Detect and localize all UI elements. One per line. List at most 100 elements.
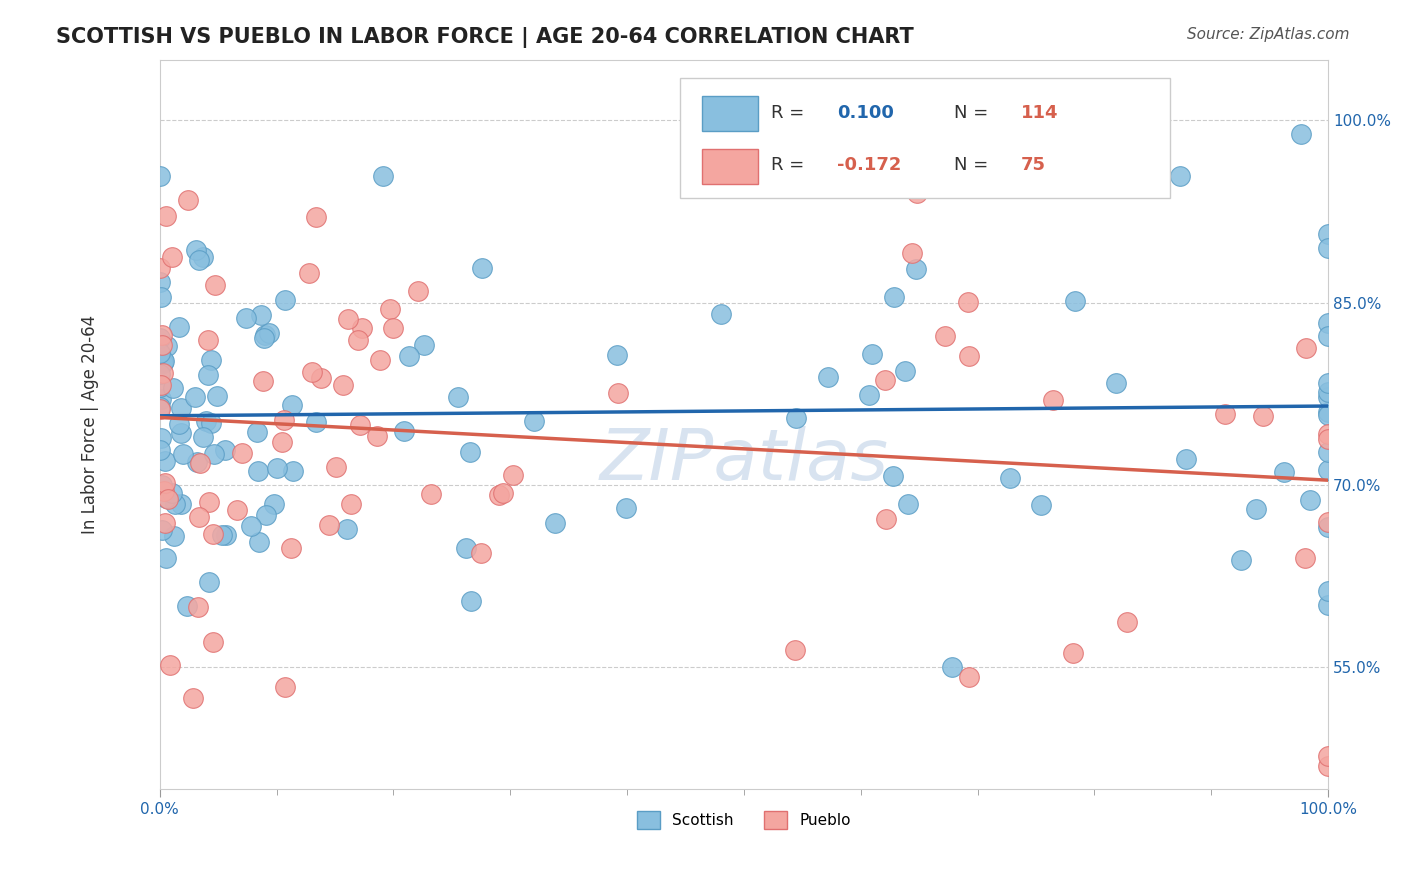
Text: R =: R = bbox=[770, 156, 810, 174]
Point bbox=[149, 402, 172, 417]
Point bbox=[894, 364, 917, 378]
Point bbox=[169, 401, 191, 415]
Point bbox=[378, 302, 401, 317]
Point bbox=[247, 464, 270, 478]
Point bbox=[1317, 316, 1340, 330]
Point bbox=[460, 594, 482, 608]
Point bbox=[252, 374, 274, 388]
Point bbox=[197, 368, 219, 382]
Point bbox=[214, 527, 236, 541]
Point bbox=[318, 517, 340, 532]
Point bbox=[883, 291, 905, 305]
Point bbox=[934, 329, 956, 343]
Point bbox=[1317, 445, 1340, 459]
Point bbox=[149, 261, 172, 276]
Point bbox=[1317, 520, 1340, 534]
Point bbox=[1317, 583, 1340, 598]
Point bbox=[873, 373, 896, 387]
Point bbox=[1317, 405, 1340, 419]
Point bbox=[150, 431, 173, 445]
Point bbox=[398, 350, 420, 364]
Point bbox=[170, 497, 193, 511]
Point bbox=[235, 310, 257, 325]
Point bbox=[186, 455, 208, 469]
FancyBboxPatch shape bbox=[702, 149, 758, 184]
Point bbox=[246, 425, 269, 439]
Point bbox=[150, 328, 173, 343]
Point bbox=[987, 139, 1010, 153]
Point bbox=[183, 390, 205, 404]
Point bbox=[366, 429, 388, 443]
Point bbox=[231, 446, 253, 460]
Point bbox=[998, 471, 1021, 485]
Point bbox=[202, 447, 225, 461]
Point bbox=[710, 307, 733, 321]
Point bbox=[149, 400, 172, 414]
Point bbox=[1317, 409, 1340, 423]
Point bbox=[957, 349, 980, 363]
Point bbox=[897, 497, 920, 511]
Point bbox=[155, 491, 177, 505]
Point bbox=[347, 333, 370, 347]
Point bbox=[1289, 127, 1312, 141]
Point bbox=[198, 495, 221, 509]
Point bbox=[280, 541, 302, 556]
Text: SCOTTISH VS PUEBLO IN LABOR FORCE | AGE 20-64 CORRELATION CHART: SCOTTISH VS PUEBLO IN LABOR FORCE | AGE … bbox=[56, 27, 914, 48]
Point bbox=[783, 643, 806, 657]
Point bbox=[981, 180, 1004, 194]
Point bbox=[197, 333, 219, 347]
Point bbox=[858, 388, 880, 402]
Point bbox=[266, 460, 288, 475]
Point bbox=[1064, 293, 1087, 308]
Point bbox=[169, 417, 191, 432]
Point bbox=[167, 320, 190, 334]
Point bbox=[150, 338, 173, 352]
Point bbox=[1244, 502, 1267, 516]
Point bbox=[860, 346, 883, 360]
Point bbox=[150, 392, 173, 407]
Point bbox=[907, 186, 929, 201]
Point bbox=[1317, 427, 1340, 442]
Point bbox=[149, 331, 172, 345]
Point bbox=[159, 658, 181, 673]
Point bbox=[198, 574, 221, 589]
Point bbox=[1295, 341, 1317, 355]
Point bbox=[163, 529, 186, 543]
Point bbox=[447, 390, 470, 404]
Point bbox=[187, 599, 209, 614]
Point bbox=[176, 599, 198, 613]
Point bbox=[544, 516, 567, 530]
Point bbox=[152, 356, 174, 370]
Point bbox=[785, 411, 807, 425]
Point bbox=[332, 378, 354, 392]
Point bbox=[177, 193, 200, 207]
Point bbox=[211, 527, 233, 541]
Point bbox=[502, 467, 524, 482]
Point bbox=[1317, 227, 1340, 242]
Point bbox=[153, 483, 176, 498]
Point bbox=[882, 469, 904, 483]
Point bbox=[271, 435, 294, 450]
Point bbox=[309, 371, 332, 385]
Text: 114: 114 bbox=[1021, 103, 1059, 122]
Point bbox=[325, 459, 347, 474]
Text: In Labor Force | Age 20-64: In Labor Force | Age 20-64 bbox=[80, 315, 98, 533]
Point bbox=[1168, 169, 1191, 183]
Point bbox=[373, 169, 395, 184]
Point bbox=[204, 278, 226, 293]
Point bbox=[305, 415, 328, 429]
Point bbox=[202, 634, 225, 648]
Point bbox=[156, 492, 179, 507]
Point bbox=[152, 353, 174, 368]
Point bbox=[281, 398, 304, 412]
Point bbox=[1317, 328, 1340, 343]
Point bbox=[160, 250, 183, 264]
Legend: Scottish, Pueblo: Scottish, Pueblo bbox=[631, 805, 856, 836]
Point bbox=[172, 447, 194, 461]
Point bbox=[283, 464, 305, 478]
Point bbox=[470, 545, 492, 559]
Point bbox=[273, 412, 295, 426]
Point bbox=[214, 443, 236, 458]
Point bbox=[336, 522, 359, 536]
Point bbox=[274, 293, 297, 307]
